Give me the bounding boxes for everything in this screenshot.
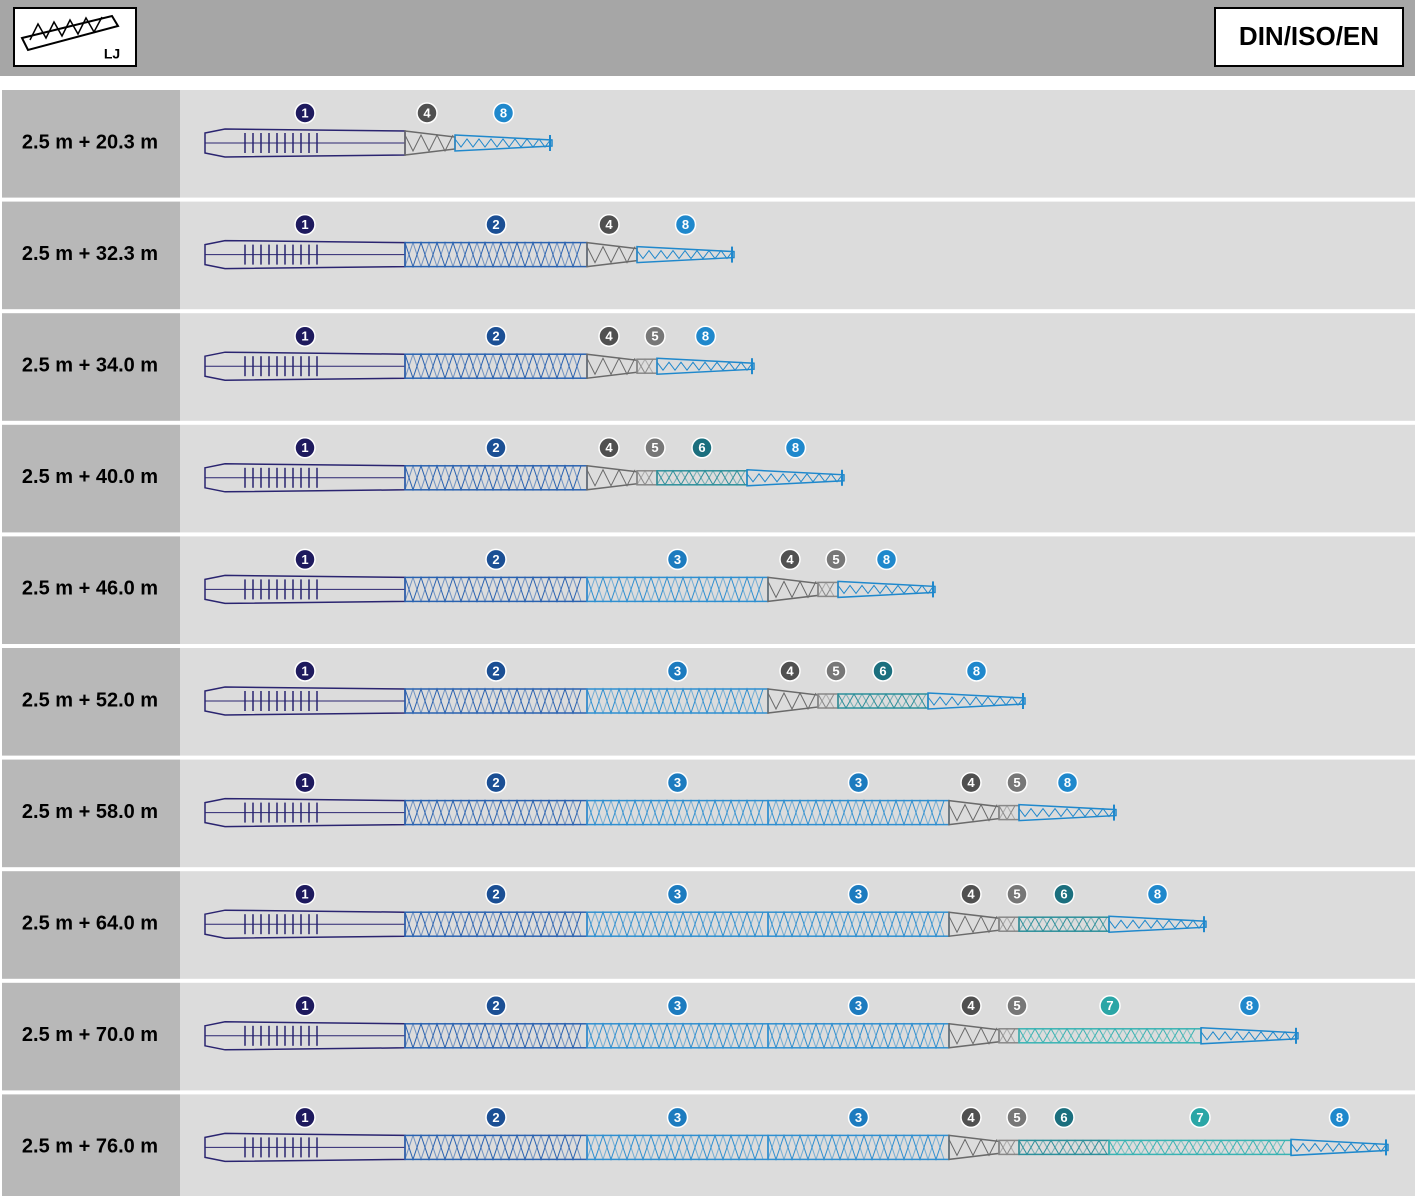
section-number: 1 (301, 440, 308, 455)
section-number: 1 (301, 217, 308, 232)
section-number: 7 (1196, 1110, 1203, 1125)
section-number: 8 (883, 552, 890, 567)
section-number: 5 (832, 663, 839, 678)
section-number: 5 (1013, 775, 1020, 790)
section-number: 2 (492, 775, 499, 790)
section-number: 8 (1064, 775, 1071, 790)
section-number: 3 (674, 663, 681, 678)
config-row: 2.5 m + 70.0 m 1 2 3 3 4 5 7 8 (2, 983, 1415, 1091)
section-number: 3 (674, 552, 681, 567)
row-label: 2.5 m + 40.0 m (22, 466, 158, 488)
row-label: 2.5 m + 58.0 m (22, 801, 158, 823)
section-number: 4 (423, 105, 431, 120)
section-number: 4 (605, 329, 613, 344)
section-number: 2 (492, 998, 499, 1013)
section-number: 4 (605, 217, 613, 232)
section-number: 2 (492, 1110, 499, 1125)
section-number: 3 (855, 1110, 862, 1125)
section-number: 3 (855, 887, 862, 902)
row-body (180, 983, 1415, 1091)
section-number: 5 (1013, 1110, 1020, 1125)
section-number: 3 (855, 775, 862, 790)
row-body (180, 313, 1415, 421)
section-number: 5 (1013, 998, 1020, 1013)
section-number: 8 (1154, 887, 1161, 902)
config-row: 2.5 m + 40.0 m 1 2 4 5 6 8 (2, 425, 1415, 533)
section-number: 5 (832, 552, 839, 567)
row-body (180, 202, 1415, 310)
row-label: 2.5 m + 52.0 m (22, 689, 158, 711)
row-label: 2.5 m + 20.3 m (22, 131, 158, 153)
section-number: 6 (698, 440, 705, 455)
config-row: 2.5 m + 46.0 m 1 2 3 4 5 8 (2, 536, 1415, 644)
row-label: 2.5 m + 64.0 m (22, 912, 158, 934)
row-label: 2.5 m + 46.0 m (22, 578, 158, 600)
row-body (180, 871, 1415, 979)
section-number: 1 (301, 998, 308, 1013)
section-number: 2 (492, 440, 499, 455)
config-row: 2.5 m + 52.0 m 1 2 3 4 5 6 8 (2, 648, 1415, 756)
row-label: 2.5 m + 32.3 m (22, 243, 158, 265)
config-row: 2.5 m + 76.0 m 1 2 3 3 4 5 6 7 8 (2, 1094, 1415, 1196)
section-number: 8 (973, 663, 980, 678)
section-number: 2 (492, 217, 499, 232)
header-bar (0, 0, 1415, 76)
section-number: 3 (674, 1110, 681, 1125)
section-number: 8 (682, 217, 689, 232)
page: LJ DIN/ISO/EN 2.5 m + 20.3 m1482.5 m + 3… (0, 0, 1415, 1196)
section-number: 8 (702, 329, 709, 344)
section-number: 4 (967, 998, 975, 1013)
section-number: 6 (1060, 1110, 1067, 1125)
section-number: 1 (301, 552, 308, 567)
rows: 2.5 m + 20.3 m1482.5 m + 32.3 m12482.5 m… (2, 90, 1415, 1196)
section-number: 6 (879, 663, 886, 678)
row-label: 2.5 m + 76.0 m (22, 1136, 158, 1158)
row-body (180, 760, 1415, 868)
icon-label: LJ (104, 46, 120, 62)
section-number: 3 (855, 998, 862, 1013)
row-label: 2.5 m + 34.0 m (22, 354, 158, 376)
standard-label: DIN/ISO/EN (1239, 21, 1379, 51)
section-number: 4 (967, 1110, 975, 1125)
config-row: 2.5 m + 64.0 m 1 2 3 3 4 5 6 8 (2, 871, 1415, 979)
section-number: 1 (301, 887, 308, 902)
config-row: 2.5 m + 32.3 m 1 2 4 8 (2, 202, 1415, 310)
section-number: 4 (786, 663, 794, 678)
section-number: 2 (492, 887, 499, 902)
section-number: 6 (1060, 887, 1067, 902)
config-row: 2.5 m + 34.0 m 1 2 4 5 8 (2, 313, 1415, 421)
section-number: 5 (1013, 887, 1020, 902)
section-number: 3 (674, 887, 681, 902)
section-number: 4 (786, 552, 794, 567)
section-number: 8 (1336, 1110, 1343, 1125)
section-number: 7 (1106, 998, 1113, 1013)
section-number: 1 (301, 329, 308, 344)
section-number: 1 (301, 775, 308, 790)
section-number: 5 (651, 329, 658, 344)
section-number: 8 (792, 440, 799, 455)
row-body (180, 90, 1415, 198)
section-number: 1 (301, 105, 308, 120)
config-row: 2.5 m + 20.3 m 1 4 8 (2, 90, 1415, 198)
section-number: 4 (967, 887, 975, 902)
section-number: 2 (492, 663, 499, 678)
row-label: 2.5 m + 70.0 m (22, 1024, 158, 1046)
jib-icon: LJ (14, 8, 136, 66)
section-number: 8 (500, 105, 507, 120)
section-number: 2 (492, 552, 499, 567)
section-number: 2 (492, 329, 499, 344)
section-number: 1 (301, 663, 308, 678)
section-number: 4 (605, 440, 613, 455)
section-number: 1 (301, 1110, 308, 1125)
config-row: 2.5 m + 58.0 m 1 2 3 3 4 5 8 (2, 760, 1415, 868)
section-number: 5 (651, 440, 658, 455)
section-number: 3 (674, 775, 681, 790)
section-number: 4 (967, 775, 975, 790)
row-body (180, 1094, 1415, 1196)
section-number: 8 (1246, 998, 1253, 1013)
section-number: 3 (674, 998, 681, 1013)
